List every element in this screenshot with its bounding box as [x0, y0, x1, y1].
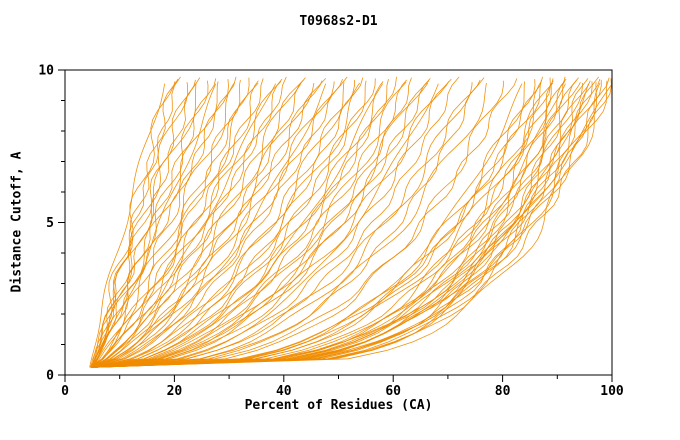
model-curve — [91, 80, 209, 368]
tick-label: 0 — [46, 369, 54, 384]
model-curve — [92, 78, 343, 368]
tick-label: 0 — [61, 384, 69, 399]
model-curve — [92, 83, 612, 368]
model-curve — [92, 77, 579, 368]
model-curve — [92, 83, 589, 368]
model-curve — [90, 78, 264, 368]
model-curve — [93, 82, 554, 368]
model-curve — [90, 80, 323, 368]
model-curve — [90, 83, 383, 368]
model-curve — [92, 77, 551, 368]
model-curve — [92, 76, 287, 368]
model-curve — [92, 80, 430, 368]
model-curve — [91, 78, 518, 368]
model-curve — [92, 82, 429, 368]
model-curve — [91, 81, 335, 368]
model-curve — [92, 82, 473, 368]
tick-label: 10 — [38, 64, 54, 79]
model-curve — [92, 82, 598, 368]
model-curve — [92, 82, 259, 368]
y-axis-label: Distance Cutoff, A — [9, 151, 25, 293]
model-curve — [91, 79, 542, 368]
model-curve — [92, 78, 589, 368]
model-curve — [93, 82, 315, 368]
model-curve — [92, 81, 526, 368]
model-curve — [92, 78, 326, 368]
model-curve — [91, 78, 431, 368]
model-curve — [92, 81, 384, 368]
model-curve — [93, 80, 367, 368]
model-curve — [92, 80, 504, 368]
model-curve — [92, 78, 554, 368]
model-curve — [92, 78, 376, 368]
axes-group: 0 20 40 60 80 100 0 5 10 — [38, 64, 624, 400]
tick-label: 60 — [385, 384, 401, 399]
model-curve — [91, 78, 612, 368]
model-curve — [91, 79, 304, 368]
model-curve — [91, 81, 566, 368]
tick-label: 80 — [495, 384, 511, 399]
model-curve — [92, 78, 217, 368]
tick-label: 5 — [46, 216, 54, 231]
model-curve — [92, 82, 487, 368]
model-curve — [91, 77, 250, 368]
model-curve — [92, 78, 567, 368]
model-curve — [92, 79, 389, 368]
model-curve — [91, 76, 460, 368]
model-curve — [92, 80, 608, 368]
model-curve — [91, 80, 554, 368]
model-curve — [92, 82, 302, 368]
model-curve — [92, 79, 481, 368]
model-curve — [91, 82, 345, 368]
x-axis-label: Percent of Residues (CA) — [244, 398, 433, 413]
model-curve — [93, 79, 408, 368]
model-curve — [92, 77, 306, 368]
model-curve — [91, 79, 196, 368]
model-curve — [91, 82, 361, 368]
model-curve — [92, 80, 259, 368]
model-curve — [92, 76, 566, 368]
model-curve — [91, 81, 176, 368]
model-curve — [92, 81, 449, 368]
model-curve — [93, 77, 201, 368]
chart-title: T0968s2-D1 — [299, 14, 378, 29]
model-curve — [91, 78, 283, 368]
model-curve — [89, 76, 237, 368]
model-curve — [89, 82, 189, 368]
model-curve — [91, 76, 397, 368]
model-curve — [92, 76, 599, 368]
tick-label: 20 — [167, 384, 183, 399]
model-curve — [93, 79, 229, 368]
model-curve — [90, 78, 179, 368]
model-curve — [91, 77, 412, 368]
model-curve — [91, 83, 217, 368]
model-curve — [92, 76, 348, 368]
model-curve — [92, 77, 610, 368]
tick-label: 40 — [276, 384, 292, 399]
model-curves-group — [89, 76, 612, 368]
model-curve — [92, 79, 355, 368]
model-curve — [91, 81, 219, 368]
model-curve — [93, 76, 181, 368]
model-curve — [93, 78, 452, 368]
model-curve — [92, 81, 407, 368]
model-curve — [92, 82, 601, 368]
model-curve — [89, 83, 165, 368]
tick-label: 100 — [600, 384, 624, 399]
model-curve — [92, 79, 241, 368]
model-curve — [91, 79, 602, 368]
